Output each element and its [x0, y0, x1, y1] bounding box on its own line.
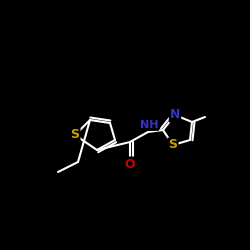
Text: NH: NH	[140, 120, 158, 130]
Text: S: S	[70, 128, 80, 141]
Text: O: O	[125, 158, 135, 170]
Text: S: S	[168, 138, 177, 151]
Text: N: N	[170, 108, 180, 122]
